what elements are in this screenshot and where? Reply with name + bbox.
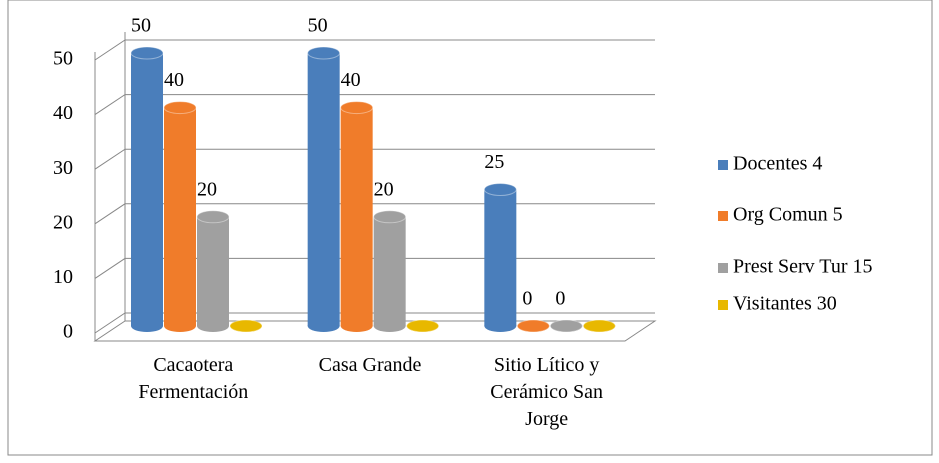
grid-line: [94, 203, 655, 225]
grid-line: [94, 94, 655, 116]
bar-part: [340, 107, 373, 326]
data-label: 20: [374, 178, 394, 200]
bar-part: [373, 216, 406, 326]
legend-label: Visitantes 30: [733, 293, 837, 315]
bar-part: [197, 216, 229, 326]
data-label: 0: [555, 288, 565, 310]
bar-part: [484, 189, 517, 326]
y-tick-label: 40: [53, 102, 73, 124]
bar-part: [131, 53, 163, 326]
y-tick-label: 20: [53, 211, 73, 233]
legend-label: Prest Serv Tur 15: [733, 256, 872, 278]
x-tick-label: Cacaotera Fermentación: [138, 354, 249, 403]
bar-part: [483, 183, 517, 196]
y-tick-label: 30: [53, 157, 73, 179]
y-tick-label: 50: [53, 48, 73, 70]
floor: [93, 320, 657, 342]
bar: [130, 46, 164, 332]
bar: [340, 101, 374, 332]
bar-part: [229, 319, 263, 333]
legend-label: Docentes 4: [733, 153, 822, 175]
bar: [229, 319, 263, 333]
bar: [549, 319, 583, 333]
bar-part: [307, 46, 341, 60]
bar-part: [373, 210, 407, 224]
legend-swatch: [718, 211, 728, 221]
y-tick-label: 0: [63, 321, 73, 343]
chart-border: [7, 0, 933, 456]
bar-part: [549, 319, 583, 333]
bar: [582, 319, 616, 333]
data-label: 25: [484, 151, 504, 173]
legend-swatch: [718, 300, 728, 310]
data-label: 50: [308, 15, 328, 37]
bar-part: [340, 101, 374, 115]
x-tick-label: Casa Grande: [318, 354, 422, 376]
grid-line: [94, 148, 655, 170]
data-label: 40: [341, 69, 361, 91]
y-tick-label: 10: [53, 266, 73, 288]
bar-part: [307, 53, 340, 326]
data-label: 40: [164, 69, 184, 91]
bar-part: [196, 210, 230, 224]
bar: [516, 319, 550, 333]
bar: [483, 183, 517, 332]
bar: [373, 210, 407, 332]
bar-part: [163, 101, 197, 115]
bar-part: [130, 46, 164, 60]
legend-label: Org Comun 5: [733, 204, 843, 226]
bar-part: [516, 319, 550, 333]
legend-swatch: [718, 160, 728, 170]
bar-part: [164, 107, 196, 326]
data-label: 50: [131, 15, 151, 37]
bar-part: [582, 319, 616, 333]
bar: [307, 46, 341, 332]
data-label: 20: [197, 178, 217, 200]
legend-swatch: [718, 263, 728, 273]
bar: [196, 210, 230, 332]
x-tick-label: Sitio Lítico y Cerámico San Jorge: [490, 354, 604, 430]
bar-part: [406, 319, 440, 333]
grid-line: [94, 39, 655, 61]
grid-line: [94, 257, 655, 279]
data-label: 0: [522, 288, 532, 310]
bar: [406, 319, 440, 333]
grid-line: [94, 312, 655, 334]
bar: [163, 101, 197, 332]
